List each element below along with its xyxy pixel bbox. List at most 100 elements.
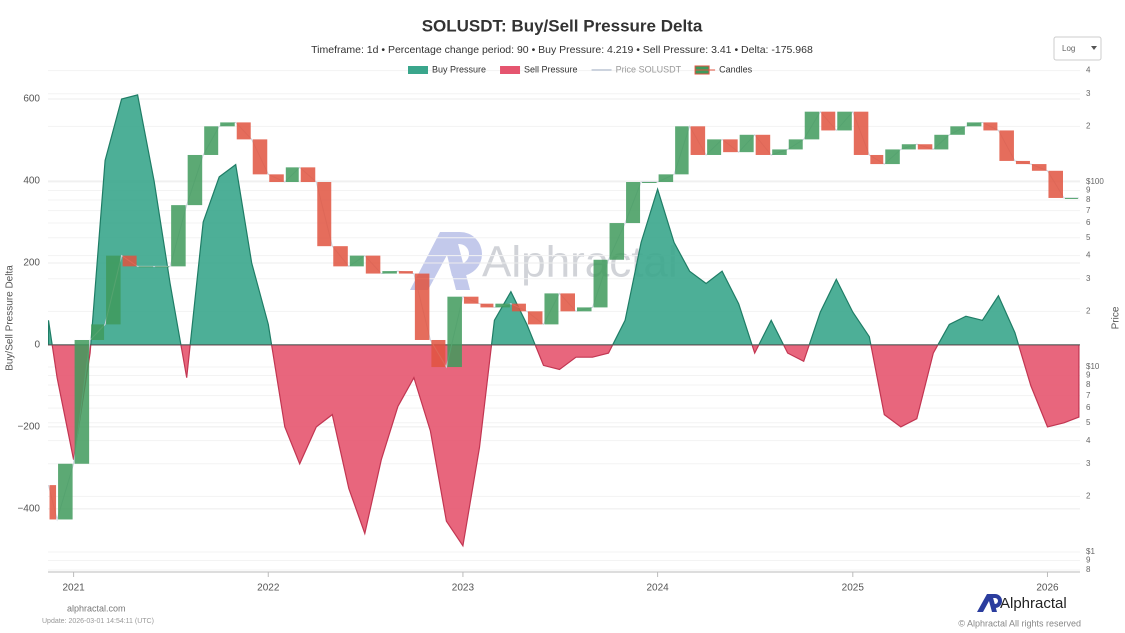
candle (333, 246, 348, 267)
y-tick-label: 600 (23, 94, 40, 105)
candle (220, 122, 235, 127)
y2-tick-label: 9 (1086, 371, 1091, 380)
candle (495, 303, 510, 308)
candle (414, 273, 430, 340)
y2-tick-label: 3 (1086, 89, 1091, 98)
candle (821, 111, 836, 131)
y2-tick-label: 8 (1086, 195, 1091, 204)
candle (1048, 170, 1063, 198)
candle (593, 259, 608, 308)
candle (511, 303, 526, 312)
candle (690, 126, 706, 155)
candle (171, 205, 186, 267)
y2-tick-label: 9 (1086, 556, 1091, 565)
y-tick-label: 400 (23, 176, 40, 187)
candle (837, 111, 852, 131)
candle (934, 134, 949, 150)
candle (966, 122, 982, 127)
candle (106, 255, 121, 325)
candle (577, 307, 592, 312)
y2-tick-label: 2 (1086, 121, 1091, 130)
candle (885, 149, 900, 165)
candle (901, 144, 916, 150)
candle (950, 126, 965, 135)
candle (74, 339, 90, 464)
y2-tick-label: 8 (1086, 380, 1091, 389)
legend-swatch (408, 66, 428, 74)
candle (236, 122, 251, 140)
candle (349, 255, 364, 267)
candle (788, 139, 803, 150)
y-tick-label: 0 (34, 340, 40, 351)
y2-tick-label: 2 (1086, 306, 1091, 315)
candle (642, 182, 657, 184)
y2-tick-label: 3 (1086, 274, 1091, 283)
y2-tick-label: 6 (1086, 403, 1091, 412)
candle (317, 182, 332, 247)
x-tick-label: 2021 (62, 583, 85, 594)
legend-swatch (500, 66, 521, 74)
brand: Alphractal (1000, 595, 1067, 612)
candle (999, 130, 1014, 161)
candle (626, 182, 641, 224)
candle (983, 122, 998, 131)
legend-label: Candles (719, 64, 753, 74)
x-tick-label: 2022 (257, 583, 280, 594)
x-tick-label: 2023 (452, 583, 475, 594)
candle (1031, 164, 1047, 171)
candle (853, 111, 869, 155)
candle (560, 293, 575, 312)
candle (544, 293, 559, 325)
y2-tick-label: 9 (1086, 186, 1091, 195)
legend-label: Sell Pressure (524, 64, 578, 74)
candle (772, 149, 787, 155)
candle (804, 111, 820, 140)
candle (870, 154, 884, 165)
x-tick-label: 2025 (842, 583, 865, 594)
candle (138, 266, 154, 268)
candle (675, 126, 689, 175)
candle (58, 463, 73, 520)
candle (447, 296, 462, 368)
dropdown-arrow (1091, 46, 1097, 50)
chart-title: SOLUSDT: Buy/Sell Pressure Delta (422, 16, 703, 35)
y-axis-label: Buy/Sell Pressure Delta (5, 265, 16, 371)
candle (91, 324, 105, 340)
sell-pressure-area (48, 344, 1080, 548)
candle (382, 271, 397, 274)
subtitle: Timeframe: 1d • Percentage change period… (311, 44, 813, 56)
candle (252, 139, 268, 175)
candle (609, 223, 625, 260)
buy-pressure-area (48, 94, 1080, 345)
legend-label: Price SOLUSDT (616, 64, 682, 74)
candle (155, 266, 170, 268)
y2-tick-label: 7 (1086, 206, 1091, 215)
y2-tick-label: 5 (1086, 418, 1091, 427)
copyright: © Alphractal All rights reserved (958, 618, 1081, 628)
y2-tick-label: 4 (1086, 66, 1091, 75)
x-tick-label: 2026 (1036, 583, 1059, 594)
candle (285, 167, 299, 183)
candle (204, 126, 219, 155)
y2-tick-label: 5 (1086, 233, 1091, 242)
candle (755, 134, 771, 155)
candle (480, 303, 494, 308)
brand-logo (977, 594, 1002, 612)
scale-dropdown-label: Log (1062, 44, 1075, 53)
candle (49, 485, 57, 520)
candle (365, 255, 381, 274)
legend-label: Buy Pressure (432, 64, 486, 74)
candle (739, 134, 754, 153)
candle (122, 255, 137, 267)
y2-tick-label: $1 (1086, 547, 1095, 556)
x-tick-label: 2024 (646, 583, 669, 594)
candle (723, 139, 738, 153)
candle (187, 154, 203, 206)
y2-tick-label: 7 (1086, 391, 1091, 400)
y2-tick-label: 4 (1086, 436, 1091, 445)
candle (431, 339, 446, 368)
scale-dropdown[interactable] (1053, 36, 1102, 61)
y-tick-label: −400 (17, 504, 40, 515)
y2-tick-label: 8 (1086, 565, 1091, 574)
